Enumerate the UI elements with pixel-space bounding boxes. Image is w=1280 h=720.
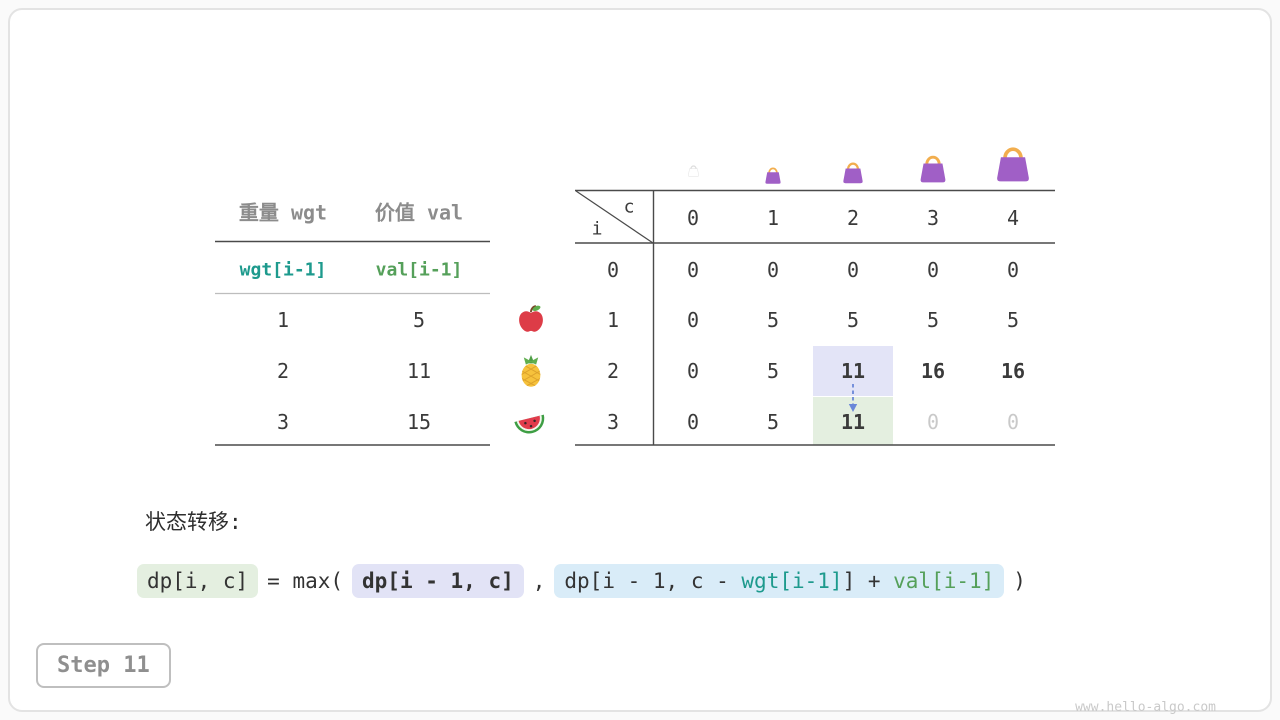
apple-icon [514, 302, 548, 336]
items-col-header-val: 价值 val [374, 200, 464, 225]
dp-cell: 0 [686, 410, 700, 434]
watermelon-icon [511, 403, 549, 441]
item-wgt-value: 3 [276, 410, 290, 434]
dp-corner-col-label: c [623, 196, 635, 218]
dp-cell: 0 [1006, 410, 1020, 434]
dp-cell-source: 11 [840, 359, 866, 383]
dp-cell: 0 [686, 308, 700, 332]
dp-cell: 0 [926, 258, 940, 282]
dp-cell: 5 [766, 359, 780, 383]
item-wgt-value: 1 [276, 308, 290, 332]
formula-close-paren: ) [1013, 569, 1026, 593]
figure-card [8, 8, 1272, 712]
item-wgt-value: 2 [276, 359, 290, 383]
item-val-value: 15 [406, 410, 432, 434]
dp-col-header: 3 [926, 206, 940, 230]
bag-medium-icon [839, 158, 867, 186]
formula-arg2-wgt: wgt[i-1] [741, 569, 843, 593]
bag-large-icon [915, 150, 951, 186]
dp-cell: 5 [766, 308, 780, 332]
bag-small-icon [762, 164, 784, 186]
dp-cell: 5 [926, 308, 940, 332]
bag-xlarge-icon [990, 140, 1036, 186]
dp-corner-row-label: i [591, 218, 603, 240]
dp-col-header: 2 [846, 206, 860, 230]
dp-row-header: 0 [606, 258, 620, 282]
dp-row-header: 2 [606, 359, 620, 383]
formula-arg2-chip: dp[i - 1, c - wgt[i-1]] + val[i-1] [554, 564, 1005, 598]
dp-cell: 0 [926, 410, 940, 434]
dp-cell: 0 [686, 359, 700, 383]
transition-label: 状态转移: [145, 510, 242, 534]
dp-cell-target: 11 [840, 410, 866, 434]
formula-comma: , [532, 569, 546, 593]
dp-cell: 0 [1006, 258, 1020, 282]
bag-outline-icon [686, 163, 701, 178]
formula-eq-max: = max( [267, 569, 344, 593]
formula-arg2-prefix: dp[i - 1, c - [564, 569, 742, 593]
dp-row-header: 1 [606, 308, 620, 332]
dp-cell: 5 [846, 308, 860, 332]
formula-arg2-val: val[i-1] [893, 569, 995, 593]
dp-cell: 0 [686, 258, 700, 282]
dp-row-header: 3 [606, 410, 620, 434]
watermark: www.hello-algo.com [1075, 700, 1216, 715]
formula-arg2-plus: ] + [842, 569, 894, 593]
pineapple-icon [514, 354, 548, 388]
dp-cell: 5 [766, 410, 780, 434]
dp-cell: 0 [846, 258, 860, 282]
item-val-value: 5 [412, 308, 426, 332]
formula-arg1-chip: dp[i - 1, c] [352, 564, 524, 598]
dp-cell: 0 [766, 258, 780, 282]
dp-cell: 16 [1000, 359, 1026, 383]
step-badge: Step 11 [36, 643, 171, 688]
dp-col-header: 4 [1006, 206, 1020, 230]
item-val-value: 11 [406, 359, 432, 383]
transition-formula: dp[i, c] = max( dp[i - 1, c] , dp[i - 1,… [137, 562, 1035, 600]
dp-cell: 5 [1006, 308, 1020, 332]
dp-col-header: 0 [686, 206, 700, 230]
formula-lhs-chip: dp[i, c] [137, 564, 259, 598]
items-col-header-wgt: 重量 wgt [238, 200, 328, 225]
items-index-wgt: wgt[i-1] [239, 259, 327, 281]
dp-col-header: 1 [766, 206, 780, 230]
items-index-val: val[i-1] [375, 259, 463, 281]
dp-cell: 16 [920, 359, 946, 383]
